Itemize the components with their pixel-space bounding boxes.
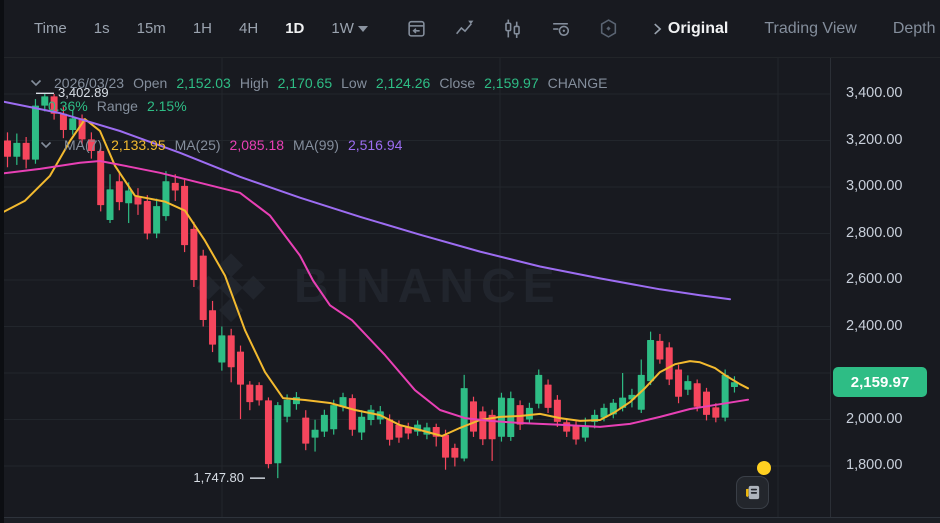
open-value: 2,152.03	[176, 75, 231, 91]
change-value: 0.36%	[48, 98, 88, 114]
interval-selector: Time 1s 15m 1H 4H 1D 1W	[34, 20, 354, 37]
ma25-value: 2,085.18	[229, 137, 285, 153]
price-axis-label: 2,400.00	[846, 317, 903, 334]
interval-time[interactable]: Time	[34, 20, 67, 37]
view-tab-trading-view[interactable]: Trading View	[764, 19, 857, 37]
high-value: 2,170.65	[277, 75, 333, 91]
chart-toolbar: Time 1s 15m 1H 4H 1D 1W	[0, 0, 940, 58]
candlestick-style-icon[interactable]	[502, 18, 524, 40]
time-axis[interactable]	[0, 517, 940, 523]
interval-1w[interactable]: 1W	[331, 20, 354, 37]
interval-dropdown-caret-icon[interactable]	[357, 25, 368, 32]
interval-4h[interactable]: 4H	[239, 20, 259, 37]
token-hexagon-icon[interactable]	[598, 18, 620, 40]
ma-indicator-row: MA(7) 2,133.95 MA(25) 2,085.18 MA(99) 2,…	[40, 137, 402, 153]
news-document-icon	[746, 485, 760, 500]
close-label: Close	[439, 75, 476, 91]
view-tab-depth[interactable]: Depth	[892, 19, 936, 37]
interval-1h[interactable]: 1H	[192, 20, 212, 37]
range-label: Range	[96, 98, 138, 114]
ma99-label: MA(99)	[293, 137, 339, 153]
ma99-value: 2,516.94	[347, 137, 403, 153]
ma-line-ma7	[0, 118, 749, 437]
price-axis-label: 3,200.00	[846, 131, 903, 148]
indicators-icon[interactable]	[550, 18, 572, 40]
price-axis-label: 2,800.00	[846, 224, 903, 241]
ma7-value: 2,133.95	[111, 137, 166, 153]
ma25-label: MA(25)	[174, 137, 221, 153]
ohlc-date: 2026/03/23	[54, 75, 125, 91]
price-axis[interactable]: 2,159.97 3,400.00 3,200.00 3,000.00 2,800.0…	[830, 58, 940, 523]
change-range-row: 0.36% Range 2.15%	[48, 98, 187, 114]
view-tab-original[interactable]: Original	[667, 19, 729, 37]
chart-gridlines	[0, 58, 830, 517]
price-axis-label: 3,000.00	[846, 178, 903, 194]
current-price-badge: 2,159.97	[833, 367, 927, 398]
current-price-value: 2,159.97	[850, 373, 910, 391]
interval-15m[interactable]: 15m	[136, 20, 166, 37]
low-label: Low	[341, 75, 367, 91]
change-label: CHANGE	[547, 75, 608, 91]
range-value: 2.15%	[146, 98, 187, 114]
news-feed-button[interactable]	[736, 476, 769, 509]
price-axis-label: 1,800.00	[846, 457, 903, 473]
ohlc-info-row: 2026/03/23 Open 2,152.03 High 2,170.65 L…	[30, 75, 608, 91]
chevron-down-icon[interactable]	[30, 79, 42, 87]
close-value: 2,159.97	[484, 75, 539, 91]
watermark-text: BINANCE	[294, 259, 562, 313]
calendar-jump-icon[interactable]	[406, 18, 428, 40]
price-axis-label: 2,000.00	[846, 410, 903, 427]
price-axis-label: 3,400.00	[846, 85, 903, 101]
price-axis-label: 2,600.00	[846, 271, 903, 287]
line-chart-style-icon[interactable]	[454, 18, 476, 40]
session-high-marker: 3,402.89	[58, 85, 109, 101]
ma7-label: MA(7)	[64, 137, 103, 153]
ma-line-ma25	[0, 160, 749, 428]
low-value: 2,124.26	[375, 75, 431, 91]
notification-dot	[757, 461, 771, 475]
binance-watermark: BINANCE	[188, 243, 562, 329]
toolbar-icons	[406, 18, 668, 40]
interval-1d[interactable]: 1D	[285, 20, 305, 37]
interval-1s[interactable]: 1s	[93, 20, 110, 37]
chart-view-tabs: Original Trading View Depth	[668, 20, 940, 38]
open-label: Open	[133, 75, 168, 91]
chevron-right-icon[interactable]	[646, 18, 668, 40]
session-low-marker: 1,747.80	[193, 470, 244, 486]
price-chart-canvas[interactable]	[0, 58, 830, 523]
ma-line-ma99	[0, 100, 731, 301]
high-label: High	[239, 75, 269, 91]
chevron-down-icon[interactable]	[40, 141, 52, 149]
candlesticks	[4, 93, 738, 479]
window-left-edge	[0, 0, 4, 523]
